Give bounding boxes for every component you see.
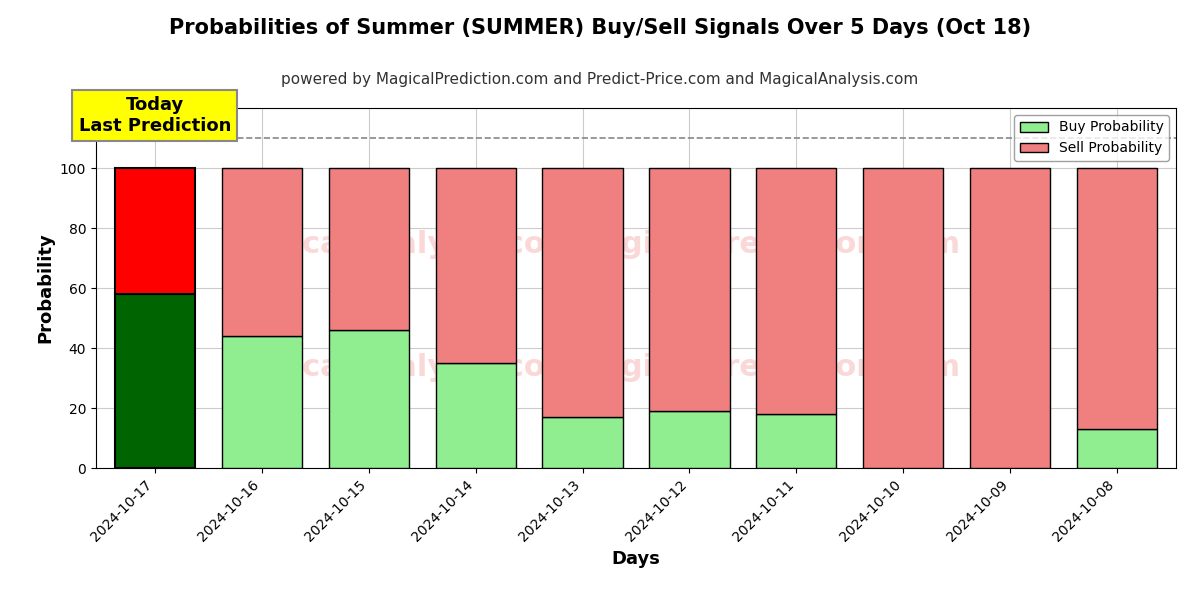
Bar [222,336,302,468]
Bar [115,168,194,294]
Bar [756,414,836,468]
Bar [542,168,623,417]
Legend: Buy Probability, Sell Probability: Buy Probability, Sell Probability [1014,115,1169,161]
Bar [970,168,1050,468]
Bar [756,168,836,414]
Y-axis label: Probability: Probability [36,233,54,343]
Text: powered by MagicalPrediction.com and Predict-Price.com and MagicalAnalysis.com: powered by MagicalPrediction.com and Pre… [281,72,919,87]
Bar [649,168,730,411]
Text: Today
Last Prediction: Today Last Prediction [79,96,230,135]
Text: MagicalAnalysis.com: MagicalAnalysis.com [220,230,577,259]
Bar [329,330,409,468]
Bar [436,168,516,363]
Text: MagicalAnalysis.com: MagicalAnalysis.com [220,353,577,382]
Bar [436,363,516,468]
Text: MagicalPrediction.com: MagicalPrediction.com [570,353,961,382]
Bar [329,168,409,330]
Bar [649,411,730,468]
Bar [115,294,194,468]
Bar [1078,429,1157,468]
Text: MagicalPrediction.com: MagicalPrediction.com [570,230,961,259]
X-axis label: Days: Days [612,550,660,568]
Bar [1078,168,1157,429]
Bar [863,168,943,468]
Bar [222,168,302,336]
Bar [542,417,623,468]
Text: Probabilities of Summer (SUMMER) Buy/Sell Signals Over 5 Days (Oct 18): Probabilities of Summer (SUMMER) Buy/Sel… [169,18,1031,38]
